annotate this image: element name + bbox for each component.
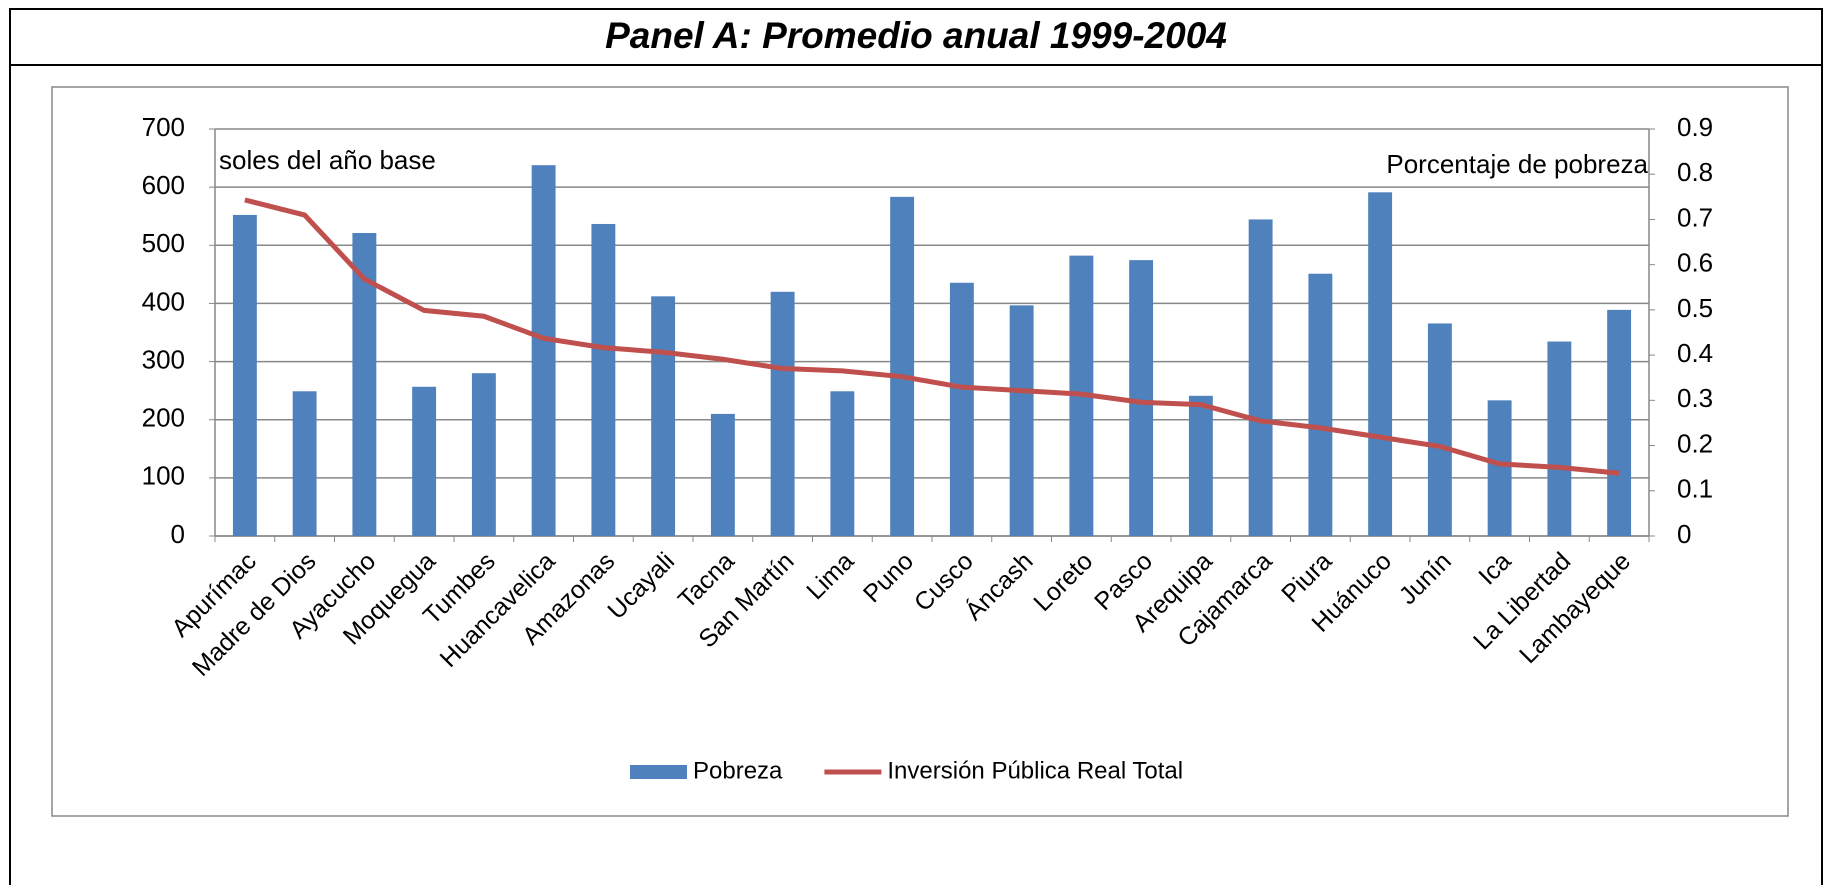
line	[244, 197, 1620, 476]
bar	[1487, 400, 1512, 536]
outer-border	[9, 8, 1823, 885]
bar	[232, 214, 257, 536]
bar	[949, 282, 974, 536]
bar	[1368, 192, 1393, 537]
legend-label: Inversión Pública Real Total	[887, 757, 1183, 784]
y2-tick-label: 0.4	[1677, 338, 1713, 368]
y2-tick-label: 0.2	[1677, 428, 1713, 458]
y2-tick-label: 0.6	[1677, 248, 1713, 278]
x-tick-label: Lima	[801, 547, 859, 605]
y-tick-label: 200	[142, 403, 185, 433]
bar	[1427, 323, 1452, 536]
bar	[412, 386, 437, 536]
annotation: Porcentaje de pobreza	[1386, 149, 1648, 179]
bar	[1308, 273, 1333, 536]
bar	[890, 196, 915, 537]
y2-tick-label: 0.9	[1677, 112, 1713, 142]
x-tick-label: Ucayali	[602, 547, 680, 625]
bar	[1188, 395, 1213, 536]
bar	[591, 223, 616, 536]
y-tick-label: 0	[171, 519, 185, 549]
y-tick-label: 700	[142, 112, 185, 142]
bar	[1547, 341, 1572, 536]
chart-title: Panel A: Promedio anual 1999-2004	[605, 15, 1227, 56]
legend-swatch	[630, 765, 687, 779]
bar	[471, 373, 496, 536]
bar	[352, 233, 377, 536]
y2-tick-label: 0.8	[1677, 157, 1713, 187]
y2-tick-label: 0	[1677, 519, 1691, 549]
x-tick-label: Junín	[1394, 547, 1457, 610]
x-tick-label: Ica	[1473, 547, 1516, 590]
bar	[770, 291, 795, 536]
bar	[830, 391, 855, 536]
y2-tick-label: 0.1	[1677, 474, 1713, 504]
bar	[1607, 309, 1632, 536]
bar	[531, 165, 556, 536]
y-tick-label: 500	[142, 228, 185, 258]
y-tick-label: 300	[142, 344, 185, 374]
y-tick-label: 600	[142, 170, 185, 200]
legend-label: Pobreza	[693, 757, 783, 784]
x-tick-label: Loreto	[1028, 547, 1098, 617]
y-tick-label: 100	[142, 461, 185, 491]
y2-tick-label: 0.7	[1677, 202, 1713, 232]
bar	[1129, 260, 1154, 536]
bar	[1009, 305, 1034, 536]
bar	[710, 413, 735, 536]
annotation: soles del año base	[219, 145, 436, 175]
bar	[292, 391, 317, 536]
y-tick-label: 400	[142, 286, 185, 316]
bar	[651, 296, 676, 536]
chart-frame	[51, 86, 1789, 817]
y2-tick-label: 0.5	[1677, 293, 1713, 323]
bar	[1248, 219, 1273, 536]
x-tick-label: Áncash	[959, 546, 1038, 625]
y2-tick-label: 0.3	[1677, 383, 1713, 413]
